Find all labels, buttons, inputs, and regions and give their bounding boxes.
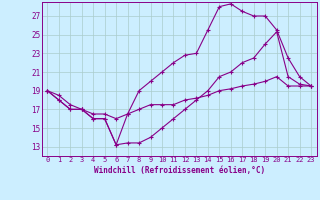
X-axis label: Windchill (Refroidissement éolien,°C): Windchill (Refroidissement éolien,°C) [94,166,265,175]
